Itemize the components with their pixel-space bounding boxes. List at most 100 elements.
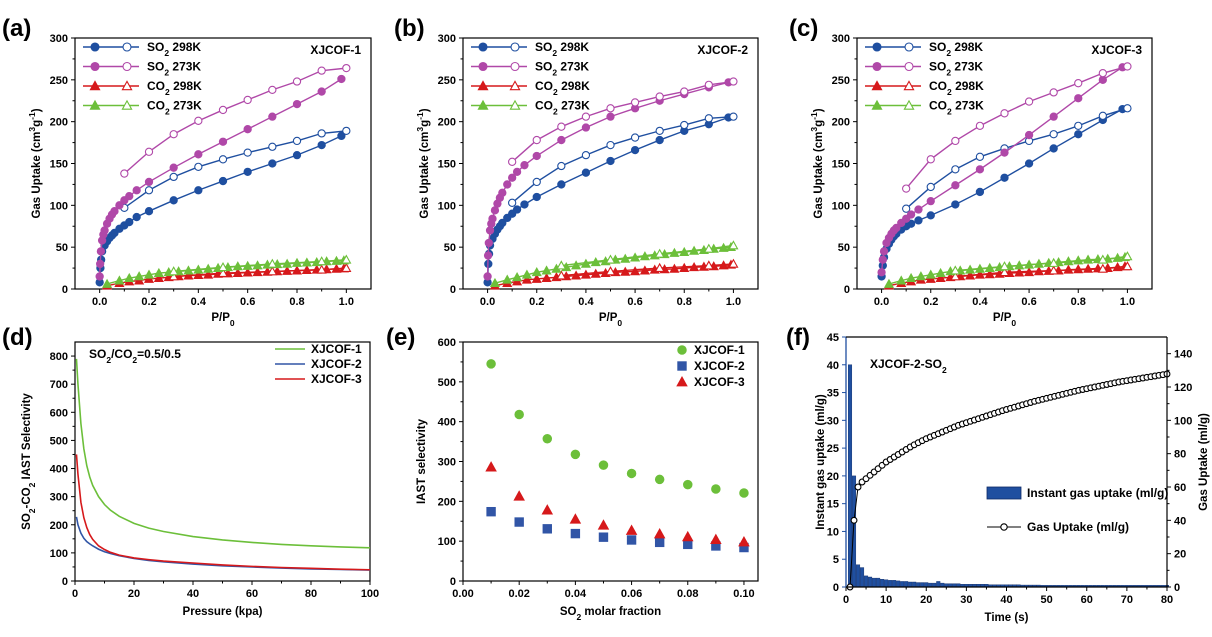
panel-b-x-tick-label: 0.2 [529,296,544,308]
panel-e-x-tick-label: 0.02 [508,588,529,600]
panel-b-adsorption-point [557,180,566,189]
panel-b-adsorption-point [620,266,631,276]
panel-c-legend-label: SO2 298K [929,40,983,58]
panel-e-y-tick-label: 0 [450,576,456,588]
panel-b-x-axis-label: P/P0 [599,312,623,328]
panel-b-y-tick-label: 300 [438,33,456,45]
panel-a-adsorption-point [252,266,263,277]
panel-f-left-y-tick-label: 35 [827,388,839,400]
panel-b-adsorption-point [557,135,566,145]
panel-a-desorption-point [316,256,327,266]
panel-b-adsorption-point [590,256,601,267]
panel-a-adsorption-point [218,137,228,146]
panel-b-legend-label-part: 273K [557,60,589,74]
panel-c-y-tick-label: 300 [832,33,850,45]
panel-b-adsorption-point [489,277,501,288]
panel-a-adsorption-point [194,150,203,159]
panel-c-adsorption-point [914,205,923,214]
panel-a-desorption-point [144,186,154,195]
panel-c-legend-label-part: 273K [952,99,984,113]
panel-b-y-axis-label-part: g [419,120,431,127]
panel-e-series-xjcof-1 [486,359,749,498]
panel-f-legend-bar-swatch [986,486,1022,500]
panel-a-adsorption-point [203,269,214,279]
panel-f-x-tick-label: 80 [1161,594,1173,606]
panel-f-x-tick-label: 40 [1000,594,1012,606]
panel-f-x-axis-label: Time (s) [985,612,1029,624]
panel-c-adsorption-point [1074,94,1083,103]
panel-a-legend-label-part: 2 [164,48,169,58]
panel-a-desorption-point [169,130,178,139]
panel-e-y-tick-label: 200 [438,496,456,508]
panel-f-left-y-tick-label: 45 [827,332,839,344]
panel-a-legend-label: CO2 298K [147,79,202,97]
panel-b-desorption-line [511,115,734,204]
panel-a-x-tick-label: 1.0 [339,296,354,308]
panel-f-instant-uptake-bar [896,580,901,588]
panel-c-desorption-point [950,271,961,281]
panel-b-desorption-point [728,240,739,250]
panel-f-sample-name: XJCOF-2-SO2 [870,357,947,375]
panel-b-y-axis-label-part: 3 [415,127,425,132]
panel-c-legend-label-part: 2 [947,87,952,97]
panel-c-adsorption-point [974,263,985,273]
panel-c-desorption-line [905,65,1128,190]
panel-c-y-tick-label: 200 [832,117,850,129]
panel-b-adsorption-point [581,168,591,177]
panel-a-y-axis-label-part: ) [31,108,43,112]
panel-b-adsorption-point [630,252,641,262]
panel-b-desorption-point [508,157,517,166]
panel-c-adsorption-point [1083,263,1094,273]
panel-f-instant-uptake-bar [920,582,925,588]
panel-a-y-tick-label: 150 [50,159,68,171]
panel-a-desorption-point [268,85,277,95]
panel-c-x-tick-label: 0.0 [874,296,889,308]
panel-c-legend-open-marker [904,61,914,72]
panel-d-x-tick-label: 80 [305,588,317,600]
panel-f-right-y-tick-label: 60 [1174,482,1186,494]
panel-e-data-point [681,530,694,542]
panel-b-adsorption-point [630,266,641,276]
panel-d-y-axis-label: SO2-CO2 IAST Selectivity [21,393,37,530]
panel-a-adsorption-point [242,267,253,277]
panel-d-y-tick-label: 200 [50,520,68,532]
panel-d-y-axis-label-part: SO [21,513,33,530]
panel-b-adsorption-point [531,273,542,283]
panel-b-desorption-point [557,122,566,131]
panel-a-legend-open-marker [121,99,133,110]
panel-a-adsorption-point [337,74,346,84]
panel-f-instant-uptake-bar [904,581,909,588]
panel-b-adsorption-point [498,188,507,197]
panel-a-desorption-line [123,67,347,175]
panel-d-composition-label-part: 2 [132,355,137,365]
panel-f-right-y-tick-label: 80 [1174,449,1186,461]
panel-a-legend-label-part: SO [147,40,164,54]
panel-b-adsorption-point [532,192,541,202]
panel-c-adsorption-point [1033,258,1044,268]
panel-e-data-point [570,528,581,539]
panel-c-legend-label-part: 2 [947,107,952,117]
panel-c-legend-label-part: 298K [952,79,984,93]
panel-a-adsorption-point [193,264,204,274]
panel-b-desorption-point [581,150,591,160]
panel-f-instant-uptake-bar [848,364,853,588]
panel-a-adsorption-point [243,167,252,177]
panel-b-adsorption-point [669,247,680,257]
panel-a-desorption-point [341,254,352,264]
panel-f-sample-name-part: XJCOF-2-SO [870,357,942,371]
panel-b-y-tick-label: 250 [438,75,456,87]
panel-c-adsorption-point [906,272,917,282]
panel-a-adsorption-point [144,177,154,187]
panel-a-legend-label-part: 298K [169,40,201,54]
panel-c-adsorption-point [965,270,976,280]
panel-b-y-axis-label-part: Gas Uptake (cm [419,132,431,219]
panel-b-series-so2-273k [483,77,738,281]
panel-b-adsorption-point [483,251,493,260]
panel-f-left-y-tick-label: 25 [827,443,839,455]
panel-b-adsorption-point [679,246,690,257]
panel-e-data-point [541,504,554,515]
panel-f-x-tick-label: 70 [1121,594,1133,606]
panel-b-x-axis-label-part: P/P [599,312,618,324]
panel-e-data-point [683,479,693,490]
panel-d-y-tick-label: 800 [50,351,68,363]
